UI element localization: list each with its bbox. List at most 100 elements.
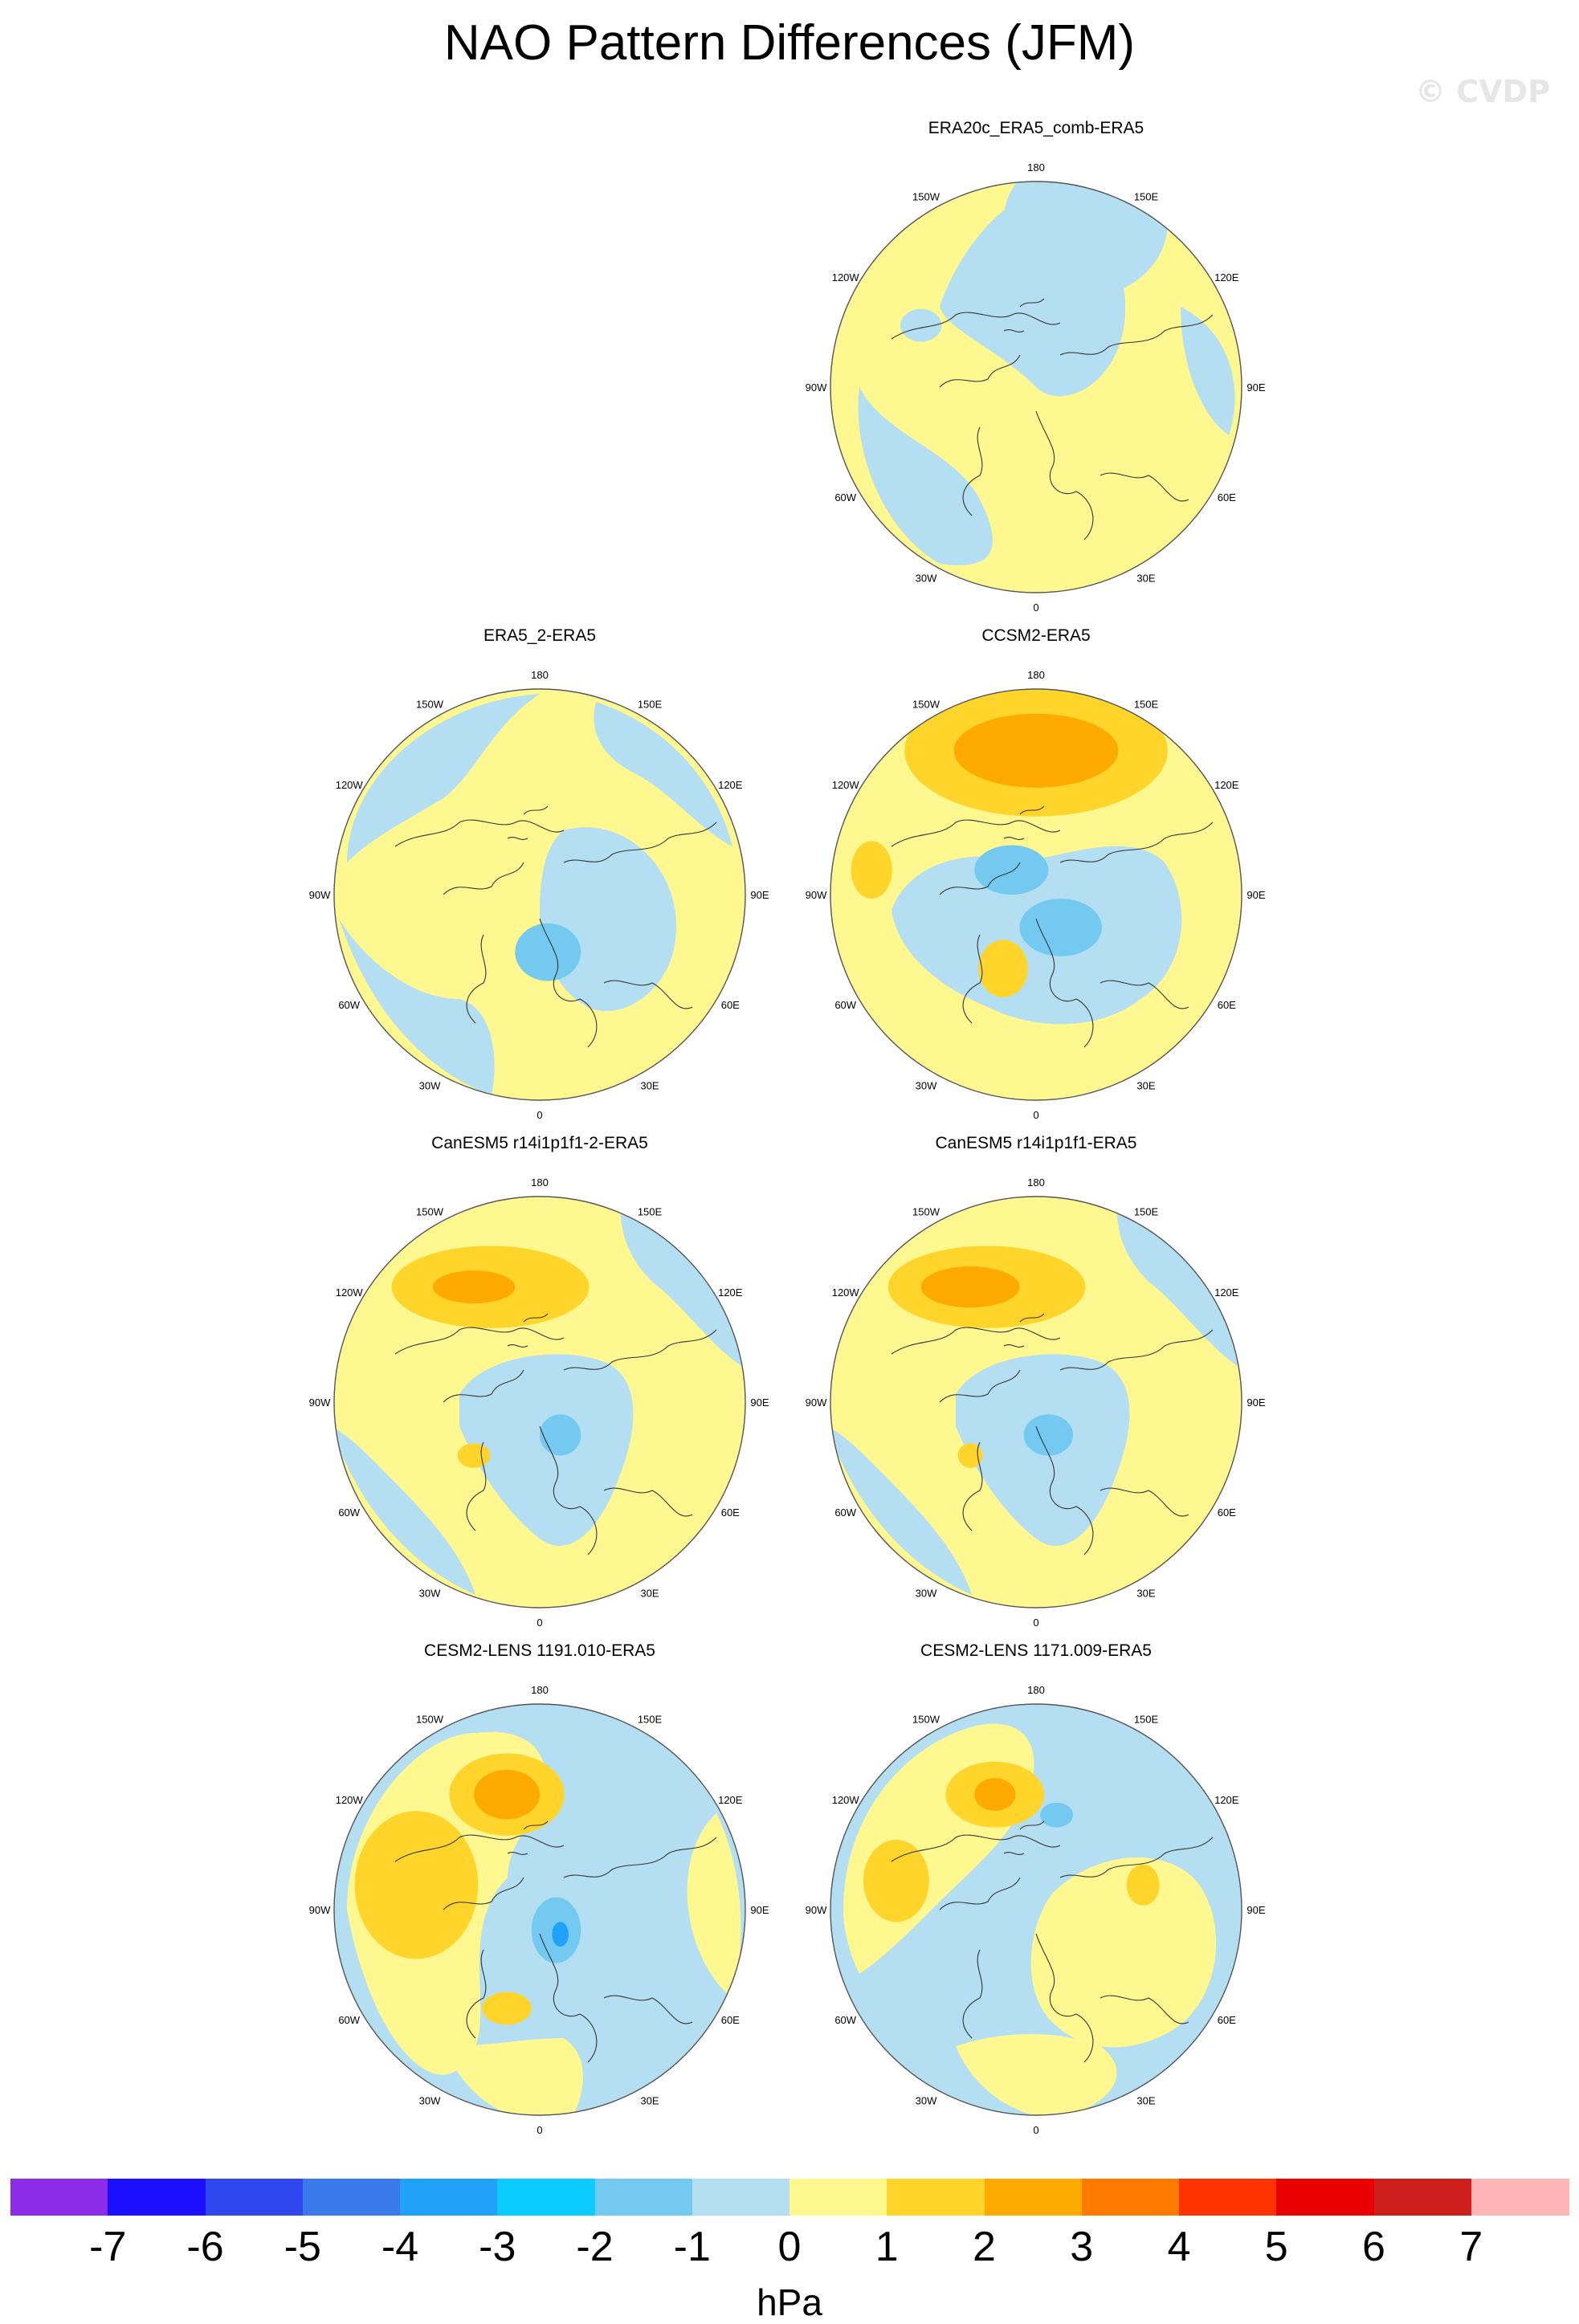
- polar-map: 180 150E 120E 90E 60E 30E 0 30W 60W 90W 120W 150W: [806, 161, 1266, 614]
- contour-region: [334, 1426, 475, 1595]
- contour-field: [830, 1704, 1242, 2115]
- longitude-label: 30E: [1136, 1079, 1155, 1091]
- longitude-label: 120E: [718, 1286, 743, 1299]
- longitude-label: 180: [1027, 1176, 1045, 1189]
- longitude-label: 120W: [832, 1286, 860, 1299]
- coastline: [466, 934, 487, 1024]
- contour-region: [1116, 1201, 1242, 1370]
- contour-field: [830, 1197, 1242, 1608]
- longitude-label: 0: [1033, 1109, 1038, 1121]
- panel-title: CESM2-LENS 1171.009-ERA5: [920, 1641, 1152, 1660]
- longitude-label: 180: [1027, 161, 1045, 173]
- map-border: [830, 181, 1242, 593]
- colorbar-box: [887, 2179, 985, 2216]
- map-border: [830, 688, 1242, 1101]
- longitude-label: 60W: [834, 999, 856, 1011]
- colorbar-tick: 2: [973, 2224, 996, 2270]
- colorbar-tick: -3: [479, 2224, 516, 2270]
- polar-map: 180 150E 120E 90E 60E 30E 0 30W 60W 90W 120W 150W: [309, 1684, 769, 2136]
- contour-region: [1019, 899, 1102, 956]
- map-panel-ccsm2: CCSM2-ERA5 180 150E 120E 90E 60E 30E 0 30W 60W 90…: [795, 626, 1277, 1140]
- contour-region: [687, 1813, 741, 1998]
- polar-map: 180 150E 120E 90E 60E 30E 0 30W 60W 90W 120W 150W: [806, 1684, 1266, 2136]
- longitude-label: 120W: [832, 779, 860, 791]
- colorbar-tick: 7: [1459, 2224, 1483, 2270]
- coastline: [1100, 1487, 1189, 1517]
- longitude-label: 90W: [309, 889, 331, 901]
- longitude-label: 60W: [338, 2014, 360, 2026]
- colorbar-box: [1276, 2179, 1374, 2216]
- longitude-label: 0: [1033, 601, 1038, 614]
- coastline: [466, 1949, 487, 2039]
- colorbar-tick: 3: [1070, 2224, 1094, 2270]
- longitude-label: 150W: [912, 1206, 940, 1218]
- longitude-label: 150W: [912, 1714, 940, 1726]
- contour-region: [347, 694, 540, 862]
- coastline: [1059, 1837, 1214, 1878]
- longitude-label: 120W: [336, 1794, 364, 1806]
- coastline: [443, 862, 524, 895]
- longitude-label: 90W: [806, 1904, 827, 1916]
- contour-region: [457, 1443, 491, 1468]
- contour-region: [552, 1922, 569, 1947]
- longitude-label: 150E: [1134, 191, 1159, 203]
- colorbar-box: [1373, 2179, 1472, 2216]
- map-border: [333, 688, 746, 1101]
- coastline: [1100, 1995, 1189, 2024]
- longitude-label: 60E: [721, 1507, 740, 1519]
- longitude-label: 120E: [1214, 1794, 1239, 1806]
- longitude-label: 150E: [638, 699, 663, 711]
- longitude-label: 150W: [416, 1206, 444, 1218]
- longitude-label: 60E: [1218, 2014, 1236, 2026]
- contour-field: [334, 1197, 745, 1608]
- longitude-label: 60W: [834, 2014, 856, 2026]
- longitude-label: 120W: [832, 1794, 860, 1806]
- colorbar-box: [302, 2179, 401, 2216]
- longitude-label: 150E: [1134, 699, 1159, 711]
- map-panel-era5-2: ERA5_2-ERA5 180 150E 120E 90E 60E 30E 0 30W 60W 9…: [299, 626, 781, 1140]
- coastline: [466, 1441, 487, 1531]
- longitude-label: 60E: [721, 999, 740, 1011]
- colorbar-units: hPa: [757, 2281, 822, 2323]
- figure-title: NAO Pattern Differences (JFM): [443, 15, 1136, 71]
- contour-region: [339, 919, 495, 1095]
- coastline: [891, 819, 1061, 847]
- longitude-label: 90W: [309, 1396, 331, 1409]
- longitude-label: 90E: [1246, 381, 1265, 393]
- longitude-label: 150W: [416, 1714, 444, 1726]
- longitude-label: 90W: [806, 1396, 827, 1409]
- longitude-label: 90W: [806, 381, 827, 393]
- longitude-label: 30W: [916, 572, 937, 584]
- contour-region: [443, 2038, 583, 2115]
- contour-region: [482, 1992, 532, 2025]
- contour-region: [863, 1839, 929, 1922]
- coastline: [443, 1369, 524, 1403]
- longitude-label: 150W: [912, 699, 940, 711]
- coastline: [1035, 1425, 1094, 1555]
- longitude-label: 0: [537, 2124, 542, 2136]
- coastline: [1003, 805, 1045, 840]
- polar-map: 180 150E 120E 90E 60E 30E 0 30W 60W 90W 120W 150W: [309, 669, 769, 1121]
- coastline: [563, 1329, 717, 1371]
- coastline: [1003, 298, 1045, 332]
- longitude-label: 0: [537, 1109, 542, 1121]
- longitude-label: 60W: [338, 1507, 360, 1519]
- longitude-label: 60E: [1218, 999, 1236, 1011]
- coastline: [939, 1369, 1021, 1403]
- colorbar-tick: -2: [576, 2224, 614, 2270]
- coastline: [939, 862, 1021, 895]
- panel-title: CESM2-LENS 1191.010-ERA5: [424, 1641, 655, 1660]
- map-border: [333, 1703, 746, 2116]
- longitude-label: 90E: [750, 1904, 769, 1916]
- contour-region: [953, 713, 1119, 788]
- coastlines: [891, 1820, 1214, 2063]
- coastlines: [394, 1313, 717, 1555]
- longitude-label: 150W: [912, 191, 940, 203]
- map-panel-canesm5-2: CanESM5 r14i1p1f1-2-ERA5 180 150E 120E 90E 6…: [299, 1134, 781, 1648]
- colorbar-tick: 6: [1362, 2224, 1385, 2270]
- map-border: [333, 1196, 746, 1608]
- longitude-label: 30W: [419, 1587, 441, 1599]
- panel-title: ERA5_2-ERA5: [483, 626, 597, 645]
- coastline: [891, 1327, 1061, 1355]
- coastline: [539, 1425, 598, 1555]
